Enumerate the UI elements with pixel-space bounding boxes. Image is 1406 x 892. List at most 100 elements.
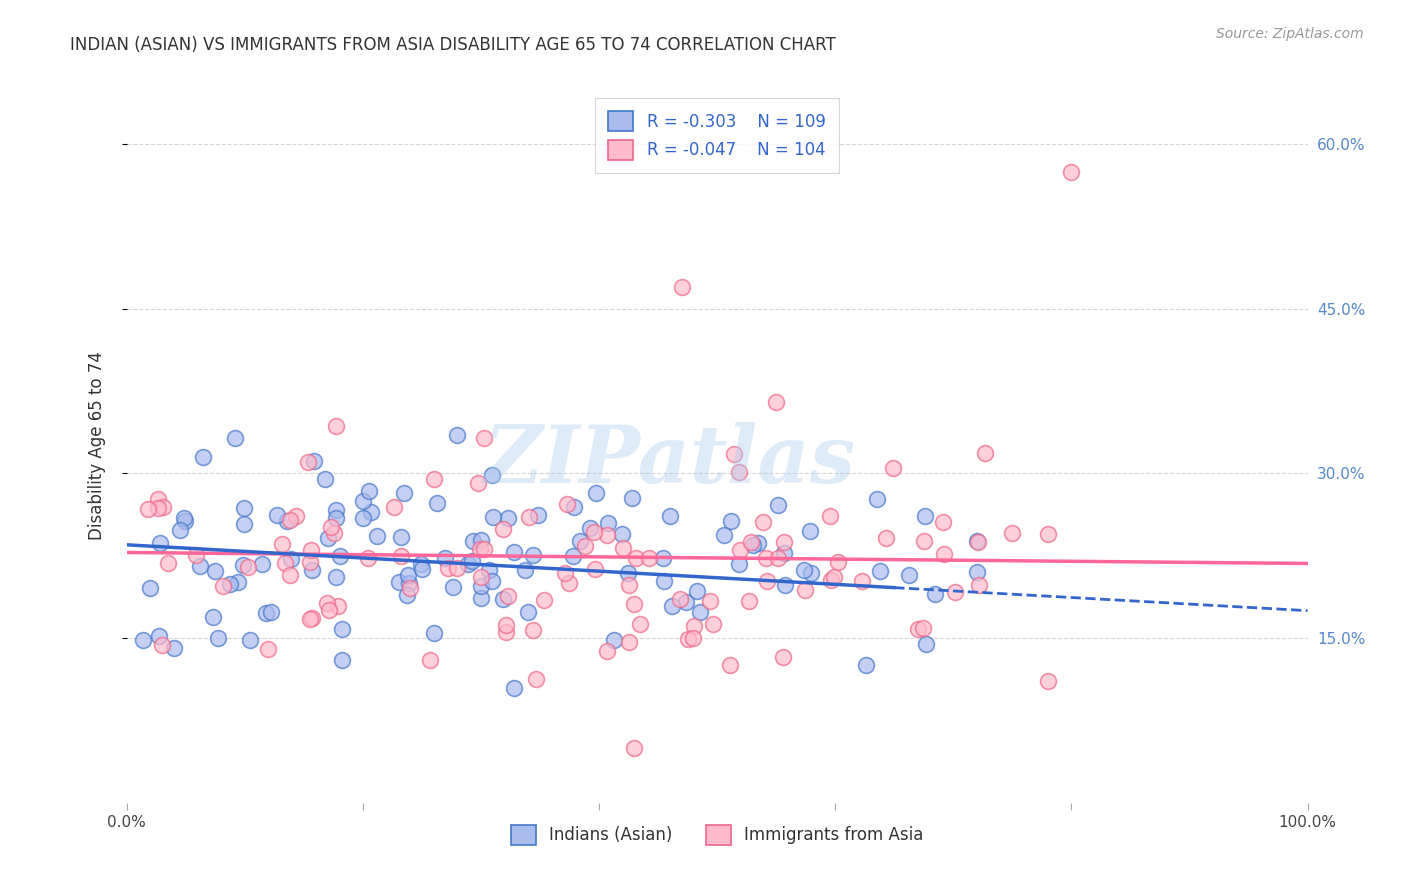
- Point: [583, 562, 606, 576]
- Point: [558, 576, 581, 591]
- Text: ZIPatlas: ZIPatlas: [484, 422, 856, 499]
- Point: [446, 428, 468, 442]
- Point: [974, 445, 997, 459]
- Point: [766, 550, 789, 565]
- Point: [366, 529, 388, 543]
- Point: [773, 578, 796, 592]
- Point: [139, 581, 162, 595]
- Point: [533, 592, 555, 607]
- Point: [914, 637, 936, 651]
- Point: [360, 505, 382, 519]
- Point: [626, 550, 648, 565]
- Point: [274, 556, 297, 570]
- Point: [1060, 164, 1083, 178]
- Point: [756, 574, 779, 588]
- Point: [322, 526, 344, 541]
- Point: [720, 658, 742, 673]
- Point: [617, 566, 640, 581]
- Point: [163, 641, 186, 656]
- Point: [623, 740, 645, 755]
- Point: [912, 621, 935, 635]
- Point: [855, 658, 877, 673]
- Point: [882, 461, 904, 475]
- Point: [720, 514, 742, 528]
- Point: [411, 562, 433, 576]
- Point: [772, 650, 794, 665]
- Point: [419, 653, 441, 667]
- Point: [574, 540, 596, 554]
- Point: [702, 616, 724, 631]
- Point: [562, 500, 585, 514]
- Point: [943, 585, 966, 599]
- Point: [628, 617, 651, 632]
- Point: [266, 508, 288, 522]
- Point: [276, 514, 298, 528]
- Point: [686, 583, 709, 598]
- Point: [212, 579, 235, 593]
- Point: [271, 537, 294, 551]
- Point: [914, 509, 936, 524]
- Point: [441, 580, 464, 594]
- Point: [800, 566, 823, 580]
- Point: [174, 514, 197, 528]
- Point: [773, 546, 796, 560]
- Point: [755, 550, 778, 565]
- Point: [792, 563, 814, 577]
- Point: [765, 395, 787, 409]
- Point: [515, 563, 537, 577]
- Point: [683, 619, 706, 633]
- Point: [298, 612, 321, 626]
- Point: [301, 563, 323, 577]
- Point: [461, 554, 484, 568]
- Point: [446, 561, 468, 575]
- Point: [793, 582, 815, 597]
- Point: [966, 534, 988, 549]
- Point: [314, 472, 336, 486]
- Point: [472, 542, 495, 557]
- Point: [676, 632, 699, 646]
- Point: [966, 534, 988, 549]
- Point: [470, 579, 492, 593]
- Point: [907, 622, 929, 636]
- Point: [186, 549, 208, 563]
- Point: [188, 558, 211, 573]
- Point: [699, 593, 721, 607]
- Point: [738, 594, 761, 608]
- Point: [897, 567, 920, 582]
- Point: [256, 642, 278, 657]
- Point: [436, 561, 458, 575]
- Point: [319, 519, 342, 533]
- Point: [652, 574, 675, 589]
- Point: [713, 528, 735, 542]
- Point: [278, 567, 301, 582]
- Point: [568, 534, 591, 549]
- Point: [233, 501, 256, 516]
- Point: [398, 581, 420, 595]
- Point: [467, 476, 489, 491]
- Point: [150, 638, 173, 652]
- Point: [395, 588, 418, 602]
- Point: [727, 558, 749, 572]
- Point: [932, 515, 955, 529]
- Point: [382, 500, 405, 514]
- Point: [827, 555, 849, 569]
- Point: [204, 564, 226, 578]
- Point: [866, 492, 889, 507]
- Point: [689, 605, 711, 619]
- Point: [239, 632, 262, 647]
- Point: [325, 510, 347, 524]
- Point: [193, 450, 215, 465]
- Legend: Indians (Asian), Immigrants from Asia: Indians (Asian), Immigrants from Asia: [503, 818, 931, 852]
- Point: [851, 574, 873, 589]
- Point: [316, 531, 339, 545]
- Point: [766, 498, 789, 512]
- Point: [524, 673, 547, 687]
- Point: [869, 565, 891, 579]
- Point: [1036, 526, 1059, 541]
- Point: [554, 566, 576, 581]
- Point: [329, 549, 352, 563]
- Point: [823, 570, 845, 584]
- Point: [671, 280, 693, 294]
- Point: [398, 575, 420, 590]
- Point: [610, 527, 633, 541]
